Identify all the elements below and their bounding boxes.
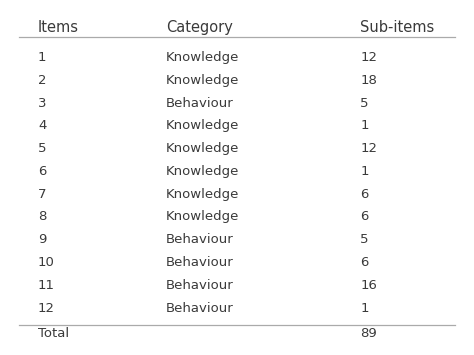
Text: Sub-items: Sub-items xyxy=(360,20,435,34)
Text: Behaviour: Behaviour xyxy=(166,256,234,269)
Text: 89: 89 xyxy=(360,327,377,340)
Text: 3: 3 xyxy=(38,97,46,110)
Text: Knowledge: Knowledge xyxy=(166,119,239,132)
Text: 10: 10 xyxy=(38,256,55,269)
Text: 5: 5 xyxy=(360,233,369,246)
Text: 5: 5 xyxy=(360,97,369,110)
Text: 1: 1 xyxy=(360,302,369,315)
Text: 1: 1 xyxy=(38,51,46,64)
Text: 12: 12 xyxy=(360,142,377,155)
Text: 16: 16 xyxy=(360,279,377,292)
Text: 1: 1 xyxy=(360,119,369,132)
Text: Knowledge: Knowledge xyxy=(166,211,239,224)
Text: Knowledge: Knowledge xyxy=(166,74,239,87)
Text: 8: 8 xyxy=(38,211,46,224)
Text: 18: 18 xyxy=(360,74,377,87)
Text: 11: 11 xyxy=(38,279,55,292)
Text: Knowledge: Knowledge xyxy=(166,188,239,201)
Text: 12: 12 xyxy=(38,302,55,315)
Text: Knowledge: Knowledge xyxy=(166,165,239,178)
Text: 1: 1 xyxy=(360,165,369,178)
Text: 6: 6 xyxy=(360,211,369,224)
Text: Behaviour: Behaviour xyxy=(166,233,234,246)
Text: Knowledge: Knowledge xyxy=(166,51,239,64)
Text: 12: 12 xyxy=(360,51,377,64)
Text: 5: 5 xyxy=(38,142,46,155)
Text: 6: 6 xyxy=(38,165,46,178)
Text: Knowledge: Knowledge xyxy=(166,142,239,155)
Text: Behaviour: Behaviour xyxy=(166,97,234,110)
Text: 9: 9 xyxy=(38,233,46,246)
Text: 7: 7 xyxy=(38,188,46,201)
Text: 6: 6 xyxy=(360,256,369,269)
Text: Items: Items xyxy=(38,20,79,34)
Text: 2: 2 xyxy=(38,74,46,87)
Text: Total: Total xyxy=(38,327,69,340)
Text: Behaviour: Behaviour xyxy=(166,279,234,292)
Text: Category: Category xyxy=(166,20,233,34)
Text: Behaviour: Behaviour xyxy=(166,302,234,315)
Text: 4: 4 xyxy=(38,119,46,132)
Text: 6: 6 xyxy=(360,188,369,201)
